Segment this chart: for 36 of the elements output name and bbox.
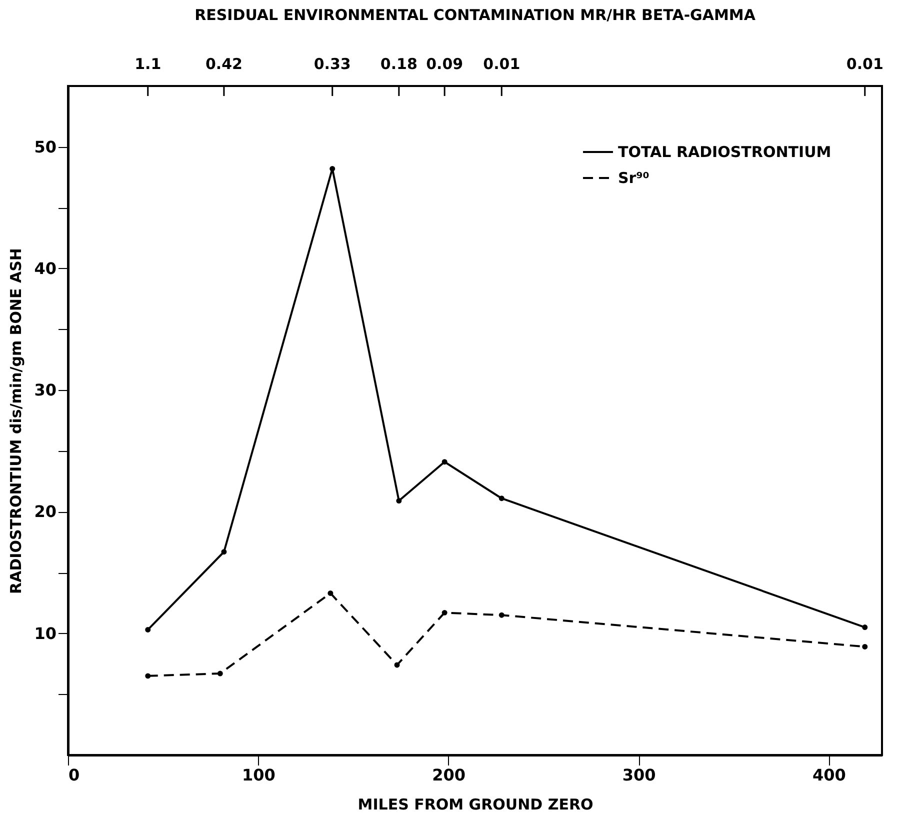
x-axis-title: MILES FROM GROUND ZERO (358, 796, 594, 814)
point (498, 612, 504, 618)
annotation: 0.01 (483, 55, 520, 73)
x-tick-label: 300 (622, 766, 656, 784)
annotation: 0.09 (426, 55, 464, 73)
x-tick-label: 100 (242, 766, 276, 784)
y-axis-title: RADIOSTRONTIUM dis/min/gm BONE ASH (7, 248, 26, 594)
annotation: 0.33 (314, 55, 351, 73)
y-tick-label: 30 (34, 380, 56, 400)
x-tick-label: 0 (68, 766, 80, 784)
y-tick-label: 10 (34, 624, 56, 643)
point (394, 662, 400, 668)
annotation: 1.1 (134, 55, 162, 73)
x2-axis-title: RESIDUAL ENVIRONMENTAL CONTAMINATION MR/HR BETA-GAMMA (194, 6, 756, 24)
point (328, 590, 334, 596)
point (862, 624, 868, 630)
legend-label: Sr⁹⁰ (618, 169, 650, 187)
point (217, 670, 223, 676)
point (498, 496, 504, 502)
point (145, 673, 151, 679)
annotation: 0.18 (380, 55, 418, 73)
point (330, 166, 336, 172)
legend-label: TOTAL RADIOSTRONTIUM (618, 143, 832, 161)
x-tick-label: 400 (812, 766, 846, 784)
y-tick-label: 20 (34, 502, 56, 522)
y-tick-label: 40 (34, 258, 56, 278)
y-tick-label: 50 (34, 137, 56, 156)
annotation: 0.01 (846, 55, 884, 73)
point (442, 459, 448, 465)
annotation: 0.42 (205, 55, 242, 73)
x-tick-label: 200 (432, 766, 466, 784)
point (221, 549, 227, 555)
point (145, 626, 151, 632)
point (442, 610, 448, 616)
point (396, 498, 402, 504)
point (862, 644, 868, 650)
